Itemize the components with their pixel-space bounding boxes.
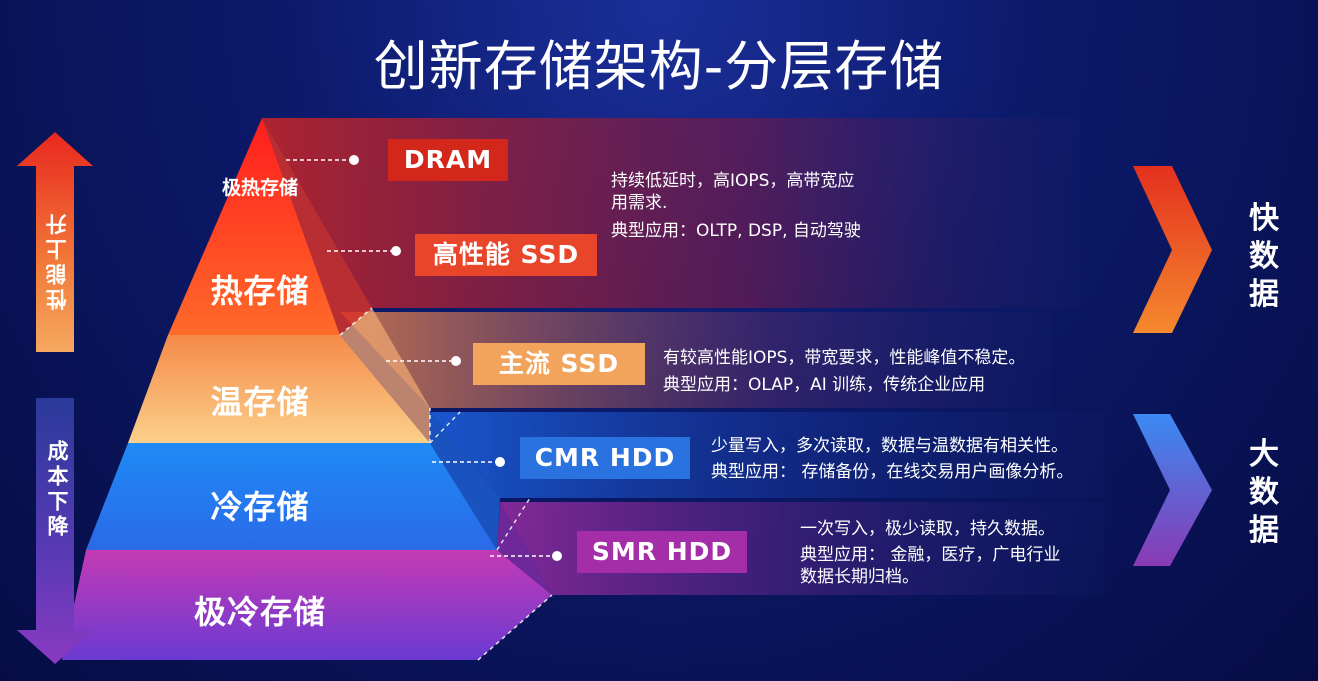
fast-data-label: 快 数 据	[1244, 200, 1284, 314]
pyramid-side-frozen	[497, 502, 552, 595]
tech-box-mainstream-ssd: 主流 SSD	[473, 343, 645, 385]
pyramid-hot	[168, 118, 340, 335]
description-warm-line: 有较高性能IOPS，带宽要求，性能峰值不稳定。	[663, 348, 1026, 368]
leader-lines	[286, 159, 553, 557]
tech-box-high-perf-ssd: 高性能 SSD	[415, 234, 597, 276]
tier-label-hot: 热存储	[210, 272, 310, 310]
big-data-label: 大 数 据	[1244, 436, 1284, 550]
tier-label-extreme-hot: 极热存储	[221, 177, 298, 199]
tier-label-extreme-cold: 极冷存储	[193, 593, 326, 631]
pyramid-cold	[86, 443, 497, 550]
tier-label-warm: 温存储	[210, 383, 310, 421]
performance-up-label: 性能上升	[45, 210, 69, 310]
pyramid-side-cold	[430, 412, 500, 550]
description-frozen-line: 典型应用： 金融，医疗，广电行业	[800, 545, 1061, 565]
pyramid-dashed-edges	[339, 307, 553, 661]
tech-box-cmr-hdd: CMR HDD	[520, 437, 690, 479]
description-frozen: 一次写入，极少读取，持久数据。 典型应用： 金融，医疗，广电行业 数据长期归档。	[800, 518, 1060, 588]
description-hot-line: 持续低延时，高IOPS，高带宽应	[611, 171, 855, 191]
cost-down-arrow	[17, 398, 93, 664]
slide-title: 创新存储架构-分层存储	[373, 35, 945, 98]
fast-data-char: 数	[1249, 239, 1279, 274]
description-warm-line: 典型应用：OLAP，AI 训练，传统企业应用	[663, 375, 986, 395]
description-hot: 持续低延时，高IOPS，高带宽应 用需求. 典型应用：OLTP, DSP, 自动…	[611, 170, 861, 242]
pyramid-warm	[128, 335, 430, 443]
description-warm: 有较高性能IOPS，带宽要求，性能峰值不稳定。 典型应用：OLAP，AI 训练，…	[663, 347, 1025, 396]
description-frozen-line: 一次写入，极少读取，持久数据。	[800, 519, 1055, 539]
big-data-char: 大	[1249, 437, 1279, 472]
description-frozen-line: 数据长期归档。	[800, 567, 919, 587]
pyramid-frozen	[62, 550, 552, 660]
tech-box-smr-hdd: SMR HDD	[577, 531, 747, 573]
tech-box-dram: DRAM	[388, 139, 508, 181]
leader-dots	[349, 155, 562, 561]
performance-up-arrow	[17, 132, 93, 352]
fast-data-char: 据	[1249, 277, 1279, 312]
description-cold: 少量写入，多次读取，数据与温数据有相关性。 典型应用： 存储备份，在线交易用户画…	[711, 435, 1073, 483]
big-data-char: 据	[1249, 513, 1279, 548]
big-data-chevron	[1133, 414, 1212, 566]
fast-data-chevron	[1133, 166, 1212, 333]
pyramid-side-warm	[340, 308, 430, 443]
description-hot-line: 典型应用：OLTP, DSP, 自动驾驶	[611, 221, 861, 241]
big-data-char: 数	[1249, 475, 1279, 510]
fast-data-char: 快	[1249, 201, 1279, 236]
description-cold-line: 少量写入，多次读取，数据与温数据有相关性。	[711, 436, 1068, 456]
description-cold-line: 典型应用： 存储备份，在线交易用户画像分析。	[711, 462, 1074, 482]
tier-label-cold: 冷存储	[210, 488, 310, 526]
description-hot-line: 用需求.	[611, 193, 668, 213]
pyramid-side-hot	[262, 118, 372, 335]
cost-down-label: 成本下降	[45, 440, 69, 540]
